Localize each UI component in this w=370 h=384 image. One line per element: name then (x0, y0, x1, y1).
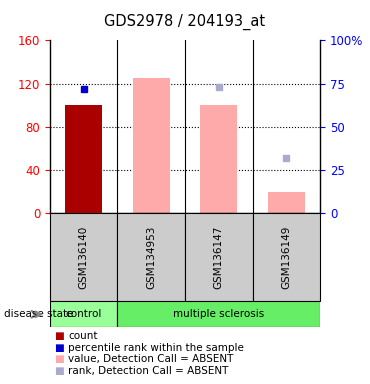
Bar (50, 213, 118, 301)
Text: GDS2978 / 204193_at: GDS2978 / 204193_at (104, 13, 266, 30)
Text: ■: ■ (54, 366, 63, 376)
Bar (133, 78, 170, 213)
Text: value, Detection Call = ABSENT: value, Detection Call = ABSENT (68, 354, 234, 364)
Bar (65, 105, 102, 213)
Bar (118, 213, 185, 301)
Text: GSM136149: GSM136149 (281, 225, 291, 289)
Text: count: count (68, 331, 98, 341)
Bar (200, 105, 237, 213)
Text: rank, Detection Call = ABSENT: rank, Detection Call = ABSENT (68, 366, 229, 376)
Text: GSM136140: GSM136140 (79, 226, 89, 289)
Text: ■: ■ (54, 343, 63, 353)
Text: percentile rank within the sample: percentile rank within the sample (68, 343, 244, 353)
Text: ■: ■ (54, 331, 63, 341)
Bar (50, 301, 118, 327)
Text: GSM136147: GSM136147 (214, 225, 224, 289)
Text: GSM134953: GSM134953 (146, 225, 156, 289)
Text: ■: ■ (54, 354, 63, 364)
Bar (268, 192, 305, 213)
Bar (253, 213, 320, 301)
Bar (185, 213, 253, 301)
Bar (118, 301, 320, 327)
Text: disease state: disease state (4, 309, 73, 319)
Text: control: control (65, 309, 102, 319)
Text: multiple sclerosis: multiple sclerosis (173, 309, 265, 319)
